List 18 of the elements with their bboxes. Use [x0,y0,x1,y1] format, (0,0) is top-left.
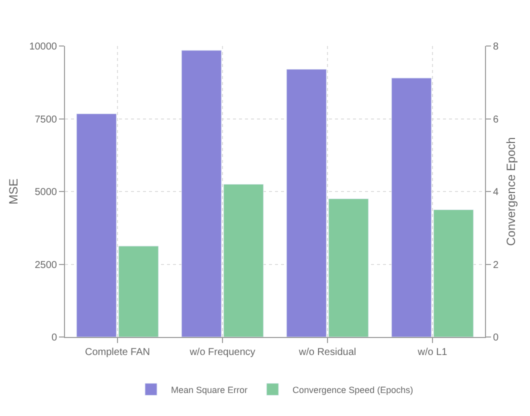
y-axis-title: MSE [6,178,20,205]
y2-tick-label: 0 [493,332,499,344]
y-tick-label: 7500 [34,114,58,126]
y-tick-label: 0 [51,332,58,344]
x-tick-label: Complete FAN [84,347,150,358]
y2-tick-label: 4 [493,187,499,198]
x-tick-label: w/o L1 [416,347,448,358]
x-tick-label: w/o Residual [298,347,356,358]
legend-label: Mean Square Error [171,384,248,395]
y-tick-label: 2500 [34,260,58,271]
y2-tick-label: 8 [493,42,499,52]
y2-axis-title: Convergence Epoch [504,137,518,246]
y2-tick-label: 2 [493,260,499,271]
y-tick-label: 5000 [34,187,58,198]
y2-tick-label: 6 [493,114,499,126]
y-tick-label: 10000 [29,42,58,52]
x-tick-label: w/o Frequency [188,347,256,358]
legend-label: Convergence Speed (Epochs) [292,384,414,395]
